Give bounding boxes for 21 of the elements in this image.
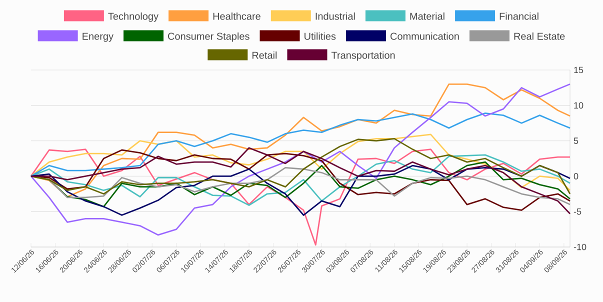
legend-label: Real Estate xyxy=(514,32,565,40)
legend-label: Transportation xyxy=(331,51,395,61)
line-series xyxy=(30,112,571,177)
y-tick-label: -5 xyxy=(574,208,582,215)
legend-label: Utilities xyxy=(304,32,336,40)
y-tick-label: -10 xyxy=(574,244,586,250)
legend-label: Communication xyxy=(390,32,459,40)
legend-label: Energy xyxy=(82,32,114,42)
line-series xyxy=(30,83,571,236)
y-tick-label: 0 xyxy=(574,173,578,180)
legend-label: Retail xyxy=(252,51,277,59)
y-tick-label: 15 xyxy=(574,66,584,74)
legend-label: Material xyxy=(410,12,444,20)
line-series xyxy=(30,164,571,216)
legend-label: Technology xyxy=(108,12,159,22)
legend-label: Consumer Staples xyxy=(168,32,250,42)
legend-label: Industrial xyxy=(316,12,355,20)
legend-label: Financial xyxy=(500,12,538,20)
y-tick-label: 10 xyxy=(574,102,584,109)
legend-label: Healthcare xyxy=(213,12,260,20)
y-tick-label: 5 xyxy=(574,138,578,144)
